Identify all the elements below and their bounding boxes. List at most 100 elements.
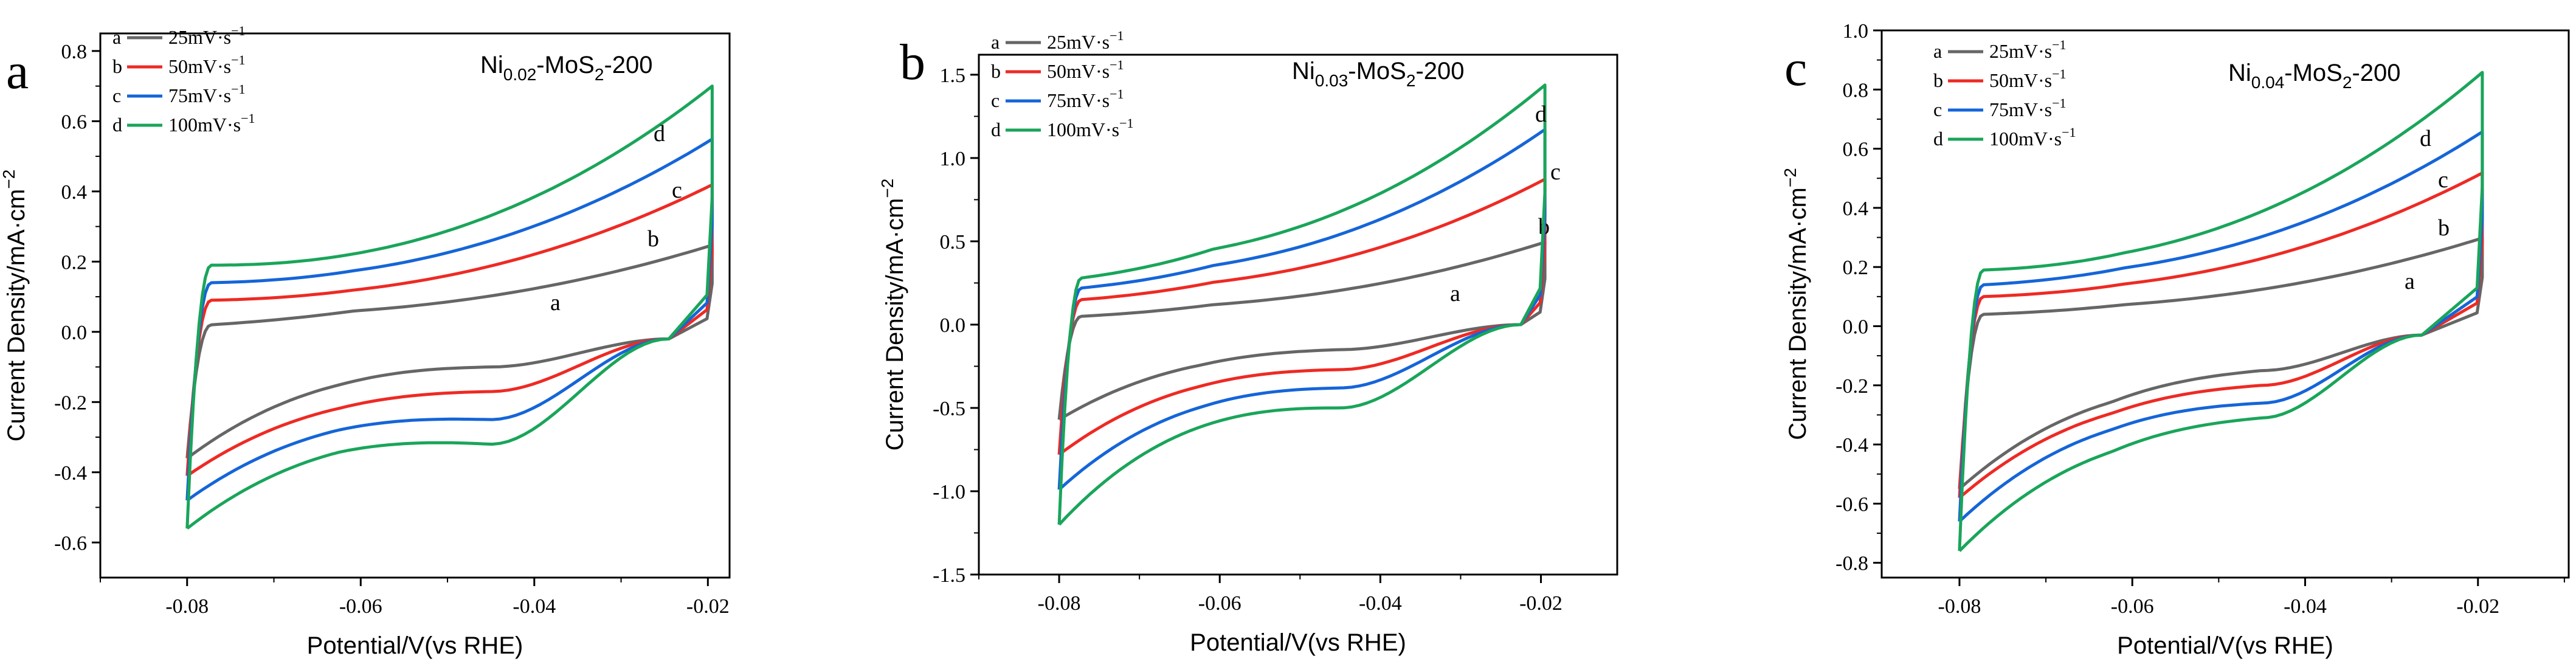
x-tick-label: -0.04 <box>2284 595 2327 618</box>
x-tick-label: -0.04 <box>513 595 556 618</box>
curve-label-c: c <box>672 178 682 203</box>
cv-curve-b <box>1958 171 2484 499</box>
y-tick-label: -0.4 <box>54 462 87 485</box>
curve-label-c: c <box>2438 167 2448 193</box>
legend-key-a: a <box>112 26 121 48</box>
cv-curve-c <box>1057 128 1547 491</box>
cv-curve-a <box>185 243 714 460</box>
curve-label-a: a <box>1450 281 1460 306</box>
curve-label-c: c <box>1550 159 1561 185</box>
x-tick-label: -0.06 <box>2111 595 2154 618</box>
legend-key-c: c <box>991 89 1000 111</box>
legend-label-d: 100mV·s−1 <box>1989 125 2076 150</box>
y-tick-label: 0.4 <box>1843 198 1869 220</box>
y-tick-label: 0.6 <box>1843 139 1869 161</box>
x-tick-label: -0.06 <box>339 595 382 618</box>
legend-label-c: 75mV·s−1 <box>1989 95 2067 120</box>
legend-key-d: d <box>991 119 1001 140</box>
plot-frame <box>1880 29 2570 579</box>
y-tick-label: 0.6 <box>61 111 88 133</box>
y-tick-label: 0.8 <box>1843 79 1869 102</box>
y-tick-label: 0.2 <box>1843 257 1869 279</box>
legend-key-b: b <box>991 60 1001 82</box>
cv-curve-d <box>1958 71 2484 552</box>
sample-label: Ni0.04-MoS2-200 <box>2228 60 2401 92</box>
x-tick-label: -0.08 <box>1938 595 1981 618</box>
legend: a 25mV·s−1 b 50mV·s−1 c 75mV·s−1 d 100mV·s−1 <box>1933 37 2076 150</box>
x-tick-label: -0.08 <box>1038 592 1081 615</box>
legend-key-b: b <box>1933 69 1943 91</box>
cv-curve-c <box>185 137 714 502</box>
curve-label-a: a <box>2405 269 2415 294</box>
y-tick-label: 1.0 <box>1843 20 1869 43</box>
cv-curve-a <box>1057 240 1547 421</box>
legend-label-b: 50mV·s−1 <box>1047 57 1124 82</box>
y-tick-label: 1.5 <box>940 64 966 87</box>
y-tick-label: 0.5 <box>940 231 966 254</box>
legend-key-b: b <box>112 55 122 77</box>
legend-key-d: d <box>1933 128 1943 150</box>
panel-c: -0.08 -0.06 -0.04 -0.02 -0.8 -0.6 -0.4 -0.2 0.0 0… <box>1781 20 2570 659</box>
y-tick-label: -0.6 <box>54 532 87 554</box>
x-axis-title: Potential/V(vs RHE) <box>2117 632 2333 659</box>
panel-letter: b <box>900 34 925 91</box>
legend: a 25mV·s−1 b 50mV·s−1 c 75mV·s−1 d 100mV·s−1 <box>991 28 1134 140</box>
x-tick-label: -0.04 <box>1359 592 1402 615</box>
y-tick-label: 0.0 <box>61 322 88 344</box>
legend: a 25mV·s−1 b 50mV·s−1 c 75mV·s−1 d 100mV·s−1 <box>112 23 255 136</box>
legend-label-a: 25mV·s−1 <box>168 23 246 48</box>
cv-curve-c <box>1958 130 2484 523</box>
sample-label: Ni0.02-MoS2-200 <box>480 52 653 84</box>
cv-curve-d <box>185 85 714 530</box>
y-tick-label: 0.0 <box>1843 316 1869 338</box>
legend-label-c: 75mV·s−1 <box>1047 86 1124 111</box>
y-tick-label: 0.2 <box>61 251 88 274</box>
legend-key-c: c <box>112 85 121 106</box>
y-tick-label: -1.5 <box>933 564 965 587</box>
legend-key-d: d <box>112 114 122 136</box>
x-tick-label: -0.02 <box>686 595 730 618</box>
curve-label-d: d <box>1535 102 1547 127</box>
legend-label-a: 25mV·s−1 <box>1989 37 2067 62</box>
panel-b: -0.08 -0.06 -0.04 -0.02 -1.5 -1.0 -0.5 0.0 0.5 1.… <box>878 28 1618 656</box>
plot-frame <box>99 32 731 579</box>
curve-label-b: b <box>2438 215 2450 241</box>
y-tick-label: -0.8 <box>1835 553 1868 575</box>
x-axis-title: Potential/V(vs RHE) <box>307 632 523 659</box>
legend-label-b: 50mV·s−1 <box>168 52 246 77</box>
legend-key-a: a <box>991 31 1000 53</box>
y-tick-label: 0.0 <box>940 314 966 337</box>
legend-label-c: 75mV·s−1 <box>168 81 246 106</box>
y-tick-label: 0.4 <box>61 181 88 204</box>
legend-key-a: a <box>1933 40 1942 62</box>
x-tick-label: -0.06 <box>1198 592 1241 615</box>
cv-curve-b <box>185 183 714 477</box>
legend-label-d: 100mV·s−1 <box>168 111 255 136</box>
y-axis-title: Current Density/mA·cm−2 <box>1781 168 1811 440</box>
y-axis-title: Current Density/mA·cm−2 <box>0 170 30 442</box>
y-axis-title: Current Density/mA·cm−2 <box>878 179 908 451</box>
x-tick-label: -0.02 <box>1519 592 1563 615</box>
y-tick-label: -0.4 <box>1835 434 1868 457</box>
x-tick-label: -0.08 <box>165 595 209 618</box>
plot-frame <box>978 54 1618 576</box>
y-tick-label: -1.0 <box>933 481 965 503</box>
x-tick-label: -0.02 <box>2456 595 2499 618</box>
y-tick-label: -0.2 <box>54 392 87 414</box>
y-tick-label: -0.6 <box>1835 493 1868 516</box>
y-tick-label: -0.2 <box>1835 375 1868 398</box>
curve-label-a: a <box>550 290 561 316</box>
y-tick-label: 1.0 <box>940 148 966 170</box>
legend-key-c: c <box>1933 98 1942 120</box>
curve-label-d: d <box>2420 126 2431 151</box>
sample-label: Ni0.03-MoS2-200 <box>1292 58 1465 90</box>
y-tick-label: 0.8 <box>61 41 88 63</box>
panel-letter: c <box>1784 40 1807 97</box>
curve-label-d: d <box>654 121 665 147</box>
legend-label-d: 100mV·s−1 <box>1047 116 1134 140</box>
cv-curve-a <box>1958 237 2484 490</box>
cv-curve-d <box>1057 83 1547 526</box>
x-axis-title: Potential/V(vs RHE) <box>1190 629 1406 656</box>
curve-label-b: b <box>647 226 659 252</box>
